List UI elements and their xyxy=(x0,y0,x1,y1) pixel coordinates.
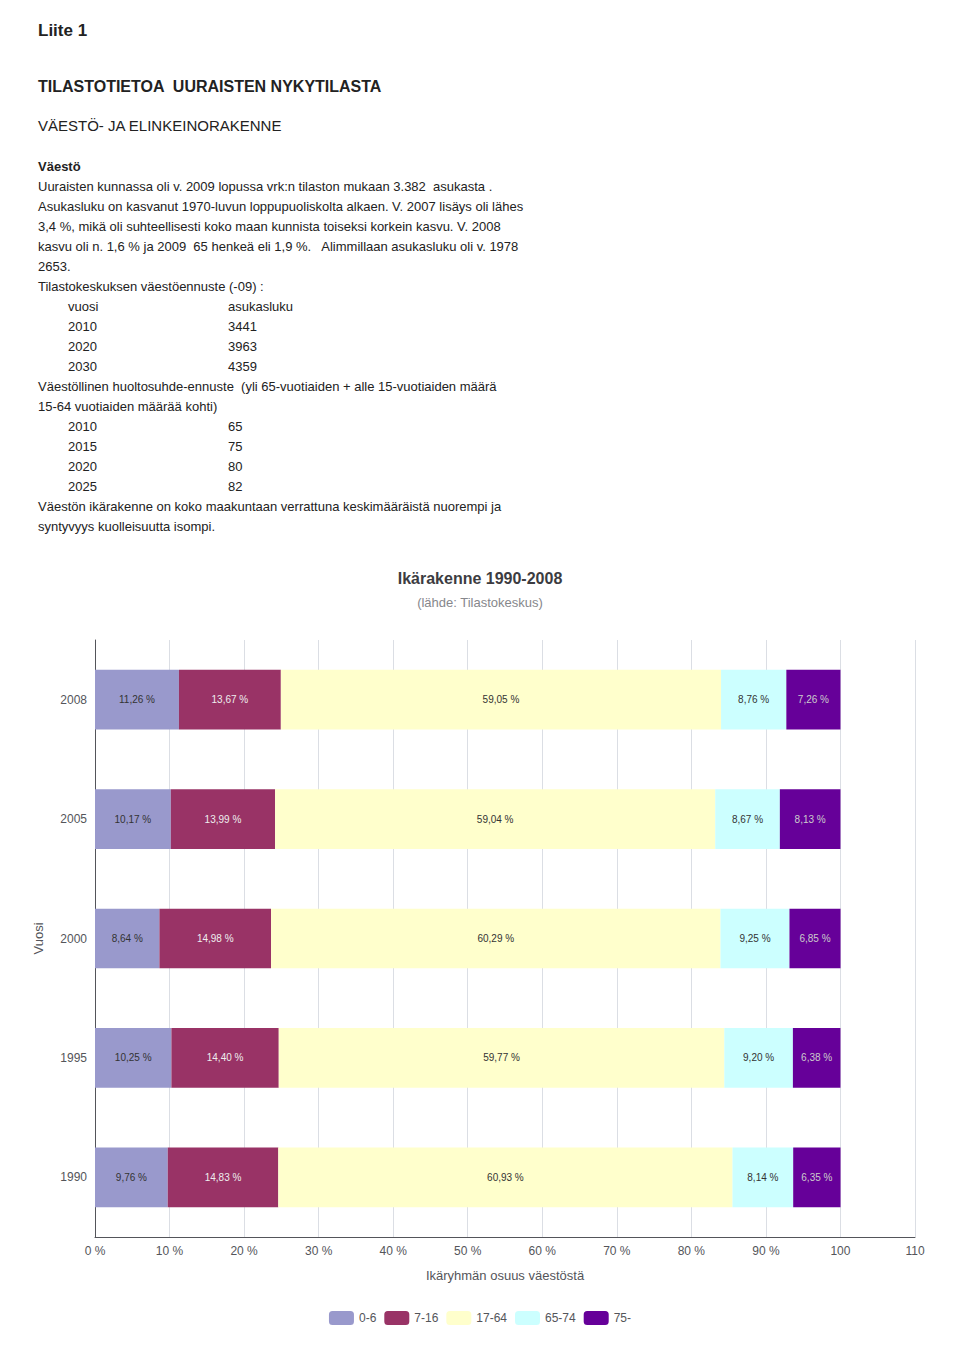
svg-text:8,67 %: 8,67 % xyxy=(732,814,763,825)
svg-text:9,76 %: 9,76 % xyxy=(116,1172,147,1183)
svg-text:90 %: 90 % xyxy=(752,1244,780,1258)
svg-text:Vuosi: Vuosi xyxy=(31,922,46,954)
svg-text:2020: 2020 xyxy=(68,339,97,354)
svg-text:Väestö: Väestö xyxy=(38,159,81,174)
svg-text:2015: 2015 xyxy=(68,439,97,454)
svg-text:70 %: 70 % xyxy=(603,1244,631,1258)
svg-text:1990: 1990 xyxy=(60,1170,87,1184)
svg-text:6,85 %: 6,85 % xyxy=(799,933,830,944)
svg-text:syntyvyys kuolleisuutta isompi: syntyvyys kuolleisuutta isompi. xyxy=(38,519,215,534)
svg-text:59,05 %: 59,05 % xyxy=(483,694,520,705)
svg-text:4359: 4359 xyxy=(228,359,257,374)
svg-text:14,40 %: 14,40 % xyxy=(207,1052,244,1063)
svg-text:60 %: 60 % xyxy=(529,1244,557,1258)
svg-text:40 %: 40 % xyxy=(380,1244,408,1258)
svg-text:14,83 %: 14,83 % xyxy=(205,1172,242,1183)
svg-text:65: 65 xyxy=(228,419,242,434)
svg-text:6,35 %: 6,35 % xyxy=(801,1172,832,1183)
svg-text:(lähde: Tilastokeskus): (lähde: Tilastokeskus) xyxy=(417,595,543,610)
svg-text:0-6: 0-6 xyxy=(359,1311,377,1325)
svg-text:vuosi: vuosi xyxy=(68,299,98,314)
svg-text:TILASTOTIETOA UURAISTEN NYKYT: TILASTOTIETOA UURAISTEN NYKYTILASTA xyxy=(38,78,382,95)
svg-text:75: 75 xyxy=(228,439,242,454)
svg-text:kasvu oli n. 1,6 % ja 2009 65: kasvu oli n. 1,6 % ja 2009 65 henkeä eli… xyxy=(38,239,518,254)
svg-text:80: 80 xyxy=(228,459,242,474)
svg-text:8,76 %: 8,76 % xyxy=(738,694,769,705)
svg-text:1995: 1995 xyxy=(60,1051,87,1065)
svg-text:3,4 %, mikä oli suhteellisesti: 3,4 %, mikä oli suhteellisesti koko maan… xyxy=(38,219,501,234)
svg-text:9,20 %: 9,20 % xyxy=(743,1052,774,1063)
svg-text:60,93 %: 60,93 % xyxy=(487,1172,524,1183)
svg-text:59,77 %: 59,77 % xyxy=(483,1052,520,1063)
svg-text:20 %: 20 % xyxy=(230,1244,258,1258)
svg-text:2025: 2025 xyxy=(68,479,97,494)
svg-text:2000: 2000 xyxy=(60,932,87,946)
svg-text:8,64 %: 8,64 % xyxy=(112,933,143,944)
svg-text:100: 100 xyxy=(830,1244,850,1258)
svg-text:2010: 2010 xyxy=(68,419,97,434)
svg-text:13,67 %: 13,67 % xyxy=(212,694,249,705)
svg-text:65-74: 65-74 xyxy=(545,1311,576,1325)
svg-text:110: 110 xyxy=(905,1244,924,1258)
svg-text:13,99 %: 13,99 % xyxy=(205,814,242,825)
svg-text:2020: 2020 xyxy=(68,459,97,474)
svg-text:80 %: 80 % xyxy=(678,1244,706,1258)
svg-text:Ikärakenne 1990-2008: Ikärakenne 1990-2008 xyxy=(398,570,563,587)
svg-text:7,26 %: 7,26 % xyxy=(798,694,829,705)
svg-text:82: 82 xyxy=(228,479,242,494)
svg-text:Väestön ikärakenne on koko maa: Väestön ikärakenne on koko maakuntaan ve… xyxy=(38,499,502,514)
svg-text:2653.: 2653. xyxy=(38,259,71,274)
svg-text:2030: 2030 xyxy=(68,359,97,374)
svg-text:3441: 3441 xyxy=(228,319,257,334)
svg-text:8,14 %: 8,14 % xyxy=(747,1172,778,1183)
svg-text:17-64: 17-64 xyxy=(476,1311,507,1325)
svg-text:Väestöllinen huoltosuhde-ennus: Väestöllinen huoltosuhde-ennuste (yli 65… xyxy=(38,379,497,394)
svg-text:14,98 %: 14,98 % xyxy=(197,933,234,944)
svg-text:Tilastokeskuksen väestöennuste: Tilastokeskuksen väestöennuste (-09) : xyxy=(38,279,264,294)
svg-text:asukasluku: asukasluku xyxy=(228,299,293,314)
svg-text:Ikäryhmän osuus väestöstä: Ikäryhmän osuus väestöstä xyxy=(426,1268,585,1283)
svg-text:2010: 2010 xyxy=(68,319,97,334)
svg-text:Liite 1: Liite 1 xyxy=(38,21,87,40)
svg-text:0 %: 0 % xyxy=(85,1244,106,1258)
svg-text:11,26 %: 11,26 % xyxy=(119,694,155,705)
svg-text:9,25 %: 9,25 % xyxy=(739,933,770,944)
svg-text:10,25 %: 10,25 % xyxy=(115,1052,152,1063)
svg-text:30 %: 30 % xyxy=(305,1244,333,1258)
svg-text:75-: 75- xyxy=(614,1311,631,1325)
svg-text:15-64 vuotiaiden määrää kohti): 15-64 vuotiaiden määrää kohti) xyxy=(38,399,217,414)
svg-text:2005: 2005 xyxy=(60,812,87,826)
svg-text:6,38 %: 6,38 % xyxy=(801,1052,832,1063)
svg-text:59,04 %: 59,04 % xyxy=(477,814,514,825)
svg-text:10,17 %: 10,17 % xyxy=(115,814,152,825)
svg-text:50 %: 50 % xyxy=(454,1244,482,1258)
svg-text:3963: 3963 xyxy=(228,339,257,354)
svg-text:VÄESTÖ- JA ELINKEINORAKENNE: VÄESTÖ- JA ELINKEINORAKENNE xyxy=(38,117,281,134)
svg-text:2008: 2008 xyxy=(60,693,87,707)
svg-text:60,29 %: 60,29 % xyxy=(477,933,514,944)
svg-text:7-16: 7-16 xyxy=(414,1311,438,1325)
svg-text:10 %: 10 % xyxy=(156,1244,184,1258)
svg-text:8,13 %: 8,13 % xyxy=(795,814,826,825)
svg-text:Uuraisten kunnassa oli v. 2009: Uuraisten kunnassa oli v. 2009 lopussa v… xyxy=(38,179,492,194)
svg-text:Asukasluku on kasvanut 1970-lu: Asukasluku on kasvanut 1970-luvun loppup… xyxy=(38,199,524,214)
